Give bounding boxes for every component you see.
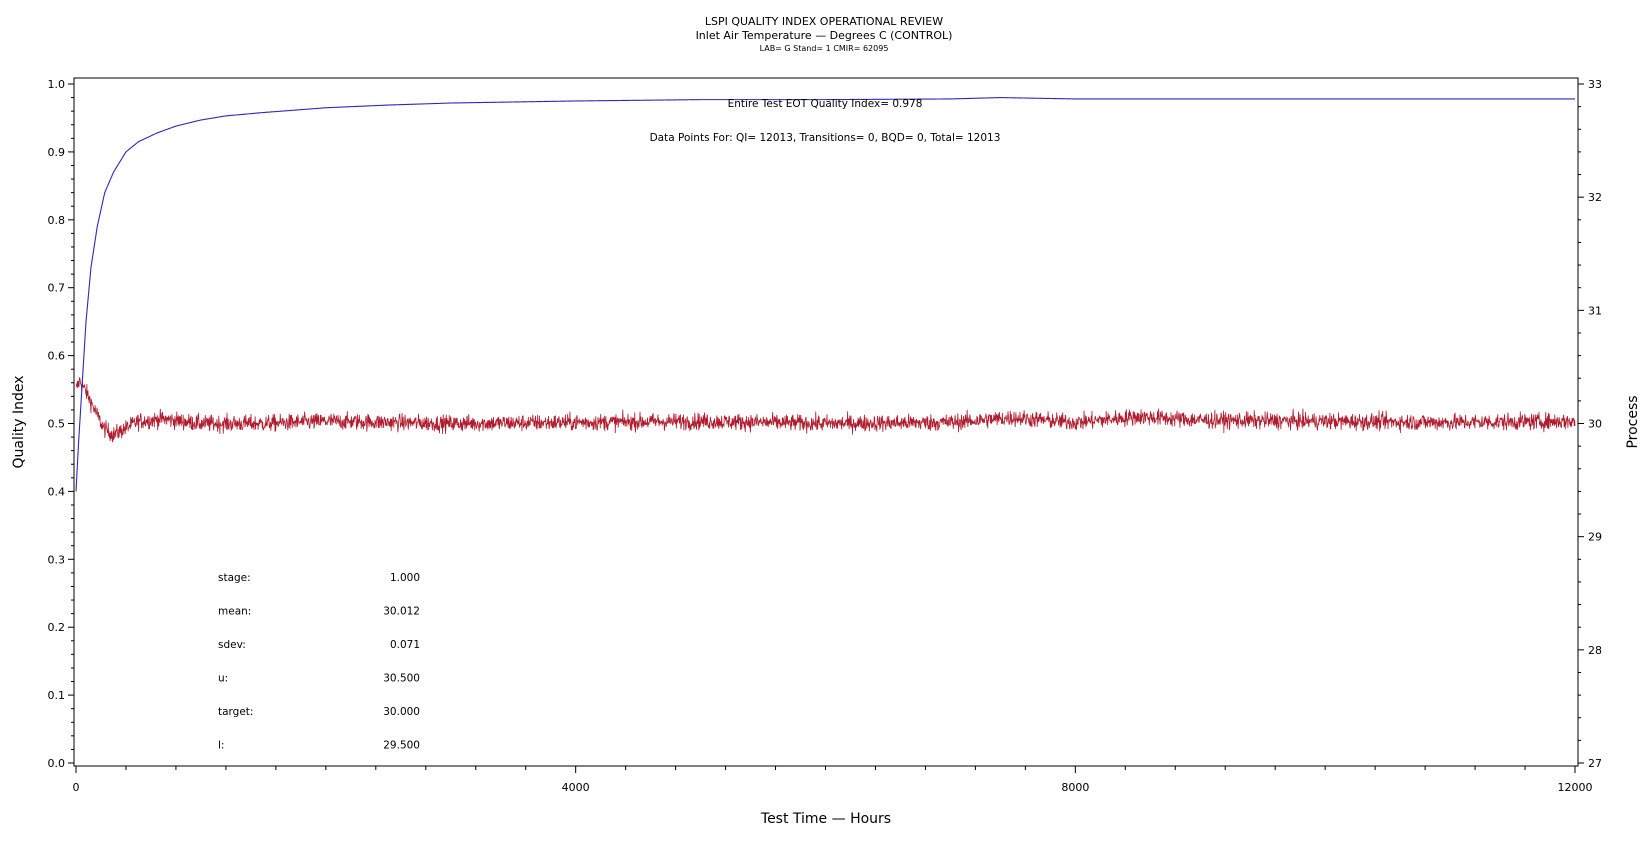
series-layer — [75, 97, 1576, 492]
stat-label: stage: — [218, 572, 251, 584]
y-right-tick-label: 31 — [1588, 304, 1602, 317]
y-right-tick-label: 33 — [1588, 78, 1602, 91]
y-left-tick-label: 0.7 — [48, 282, 66, 295]
y-left-tick-label: 0.1 — [48, 689, 66, 702]
x-ticks: 0 4000 8000 12000 — [73, 766, 1593, 794]
chart-subtitle-small: LAB= G Stand= 1 CMIR= 62095 — [760, 44, 889, 53]
x-tick-label: 4000 — [562, 781, 590, 794]
y-left-axis-title: Quality Index — [11, 375, 27, 468]
y-right-tick-label: 27 — [1588, 757, 1602, 770]
stat-value: 30.000 — [383, 706, 420, 718]
stat-value: 30.500 — [383, 673, 420, 685]
x-axis-title: Test Time — Hours — [760, 811, 891, 827]
y-left-tick-label: 0.8 — [48, 214, 66, 227]
quality-index-series-line — [75, 97, 1575, 492]
eot-quality-index-annotation: Entire Test EOT Quality Index= 0.978 — [728, 98, 923, 110]
y-right-ticks: 27 28 29 30 31 32 33 — [1578, 78, 1602, 770]
y-right-tick-label: 32 — [1588, 191, 1602, 204]
chart-title: LSPI QUALITY INDEX OPERATIONAL REVIEW — [705, 15, 943, 28]
y-left-tick-label: 0.0 — [48, 757, 66, 770]
y-right-tick-label: 29 — [1588, 531, 1602, 544]
stat-label: target: — [218, 706, 253, 718]
y-right-axis-title: Process — [1625, 395, 1641, 448]
y-left-tick-label: 0.3 — [48, 553, 66, 566]
stats-block: stage: 1.000 mean: 30.012 sdev: 0.071 u: 30.500… — [218, 572, 420, 752]
stat-value: 30.012 — [383, 606, 420, 618]
y-left-tick-label: 0.9 — [48, 146, 66, 159]
y-left-tick-label: 1.0 — [48, 78, 66, 91]
data-points-annotation: Data Points For: QI= 12013, Transitions=… — [650, 132, 1001, 144]
x-tick-label: 0 — [73, 781, 80, 794]
y-left-tick-label: 0.4 — [48, 485, 66, 498]
stat-label: sdev: — [218, 639, 246, 651]
stat-label: u: — [218, 673, 228, 685]
y-left-tick-label: 0.5 — [48, 418, 66, 431]
stat-label: mean: — [218, 606, 251, 618]
stat-label: l: — [218, 740, 224, 752]
process-series-line — [75, 377, 1576, 443]
y-left-tick-label: 0.6 — [48, 350, 66, 363]
y-right-tick-label: 30 — [1588, 418, 1602, 431]
stat-value: 0.071 — [390, 639, 420, 651]
chart-subtitle: Inlet Air Temperature — Degrees C (CONTR… — [696, 29, 953, 42]
x-tick-label: 8000 — [1061, 781, 1089, 794]
y-left-ticks: 0.0 0.1 0.2 0.3 0.4 0.5 0.6 0.7 0.8 0.9 1.0 — [48, 78, 74, 770]
stat-value: 29.500 — [383, 740, 420, 752]
y-left-tick-label: 0.2 — [48, 621, 66, 634]
y-right-tick-label: 28 — [1588, 644, 1602, 657]
stat-value: 1.000 — [390, 572, 420, 584]
x-tick-label: 12000 — [1558, 781, 1593, 794]
